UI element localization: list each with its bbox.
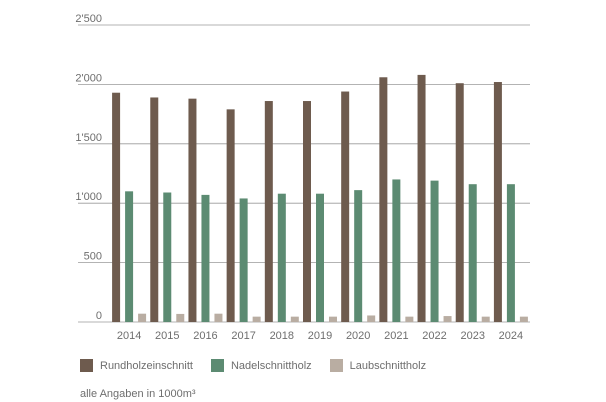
bar-nadelschnittholz-2019 xyxy=(316,193,324,322)
bar-rundholzeinschnitt-2016 xyxy=(188,98,197,322)
x-tick-label: 2022 xyxy=(422,330,446,342)
legend-label-nadelschnittholz: Nadelschnittholz xyxy=(230,359,312,372)
x-tick-label: 2020 xyxy=(346,330,370,342)
bar-laubschnittholz-2019 xyxy=(329,316,337,322)
bar-rundholzeinschnitt-2022 xyxy=(417,74,426,323)
legend-label-laubschnittholz: Laubschnittholz xyxy=(349,359,427,372)
bar-nadelschnittholz-2016 xyxy=(201,194,210,322)
bar-rundholzeinschnitt-2024 xyxy=(493,82,502,322)
bar-rundholzeinschnitt-2023 xyxy=(455,83,464,322)
x-tick-label: 2023 xyxy=(460,330,484,342)
bar-laubschnittholz-2015 xyxy=(176,313,185,322)
y-tick-label: 1'000 xyxy=(75,191,102,203)
y-tick-label: 500 xyxy=(84,251,102,263)
bar-laubschnittholz-2014 xyxy=(138,313,147,322)
bar-rundholzeinschnitt-2017 xyxy=(226,109,235,323)
bar-nadelschnittholz-2023 xyxy=(468,184,477,322)
bar-laubschnittholz-2018 xyxy=(290,316,299,322)
bar-rundholzeinschnitt-2019 xyxy=(303,101,311,322)
x-tick-label: 2015 xyxy=(155,330,179,342)
legend-swatch-nadelschnittholz xyxy=(210,359,224,372)
bar-laubschnittholz-2016 xyxy=(214,313,223,322)
bar-nadelschnittholz-2018 xyxy=(277,193,286,322)
x-tick-label: 2018 xyxy=(270,330,294,342)
y-tick-label: 2'500 xyxy=(75,13,102,25)
bar-nadelschnittholz-2020 xyxy=(354,190,363,322)
legend-swatch-rundholzeinschnitt xyxy=(80,359,93,372)
legend-item-rundholzeinschnitt: Rundholzeinschnitt xyxy=(80,359,193,372)
bar-rundholzeinschnitt-2018 xyxy=(264,101,273,322)
legend-item-laubschnittholz: Laubschnittholz xyxy=(329,359,427,372)
y-axis-ticks: 0 500 1'000 1'500 2'000 2'500 xyxy=(75,13,102,322)
bar-rundholzeinschnitt-2015 xyxy=(150,97,159,322)
bar-laubschnittholz-2017 xyxy=(252,316,261,322)
footnote: alle Angaben in 1000m³ xyxy=(80,388,196,400)
x-axis-ticks: 2014 2015 2016 2017 2018 2019 2020 2021 2022 2023… xyxy=(117,330,523,342)
bar-rundholzeinschnitt-2021 xyxy=(379,77,388,322)
x-tick-label: 2014 xyxy=(117,330,141,342)
legend-label-rundholzeinschnitt: Rundholzeinschnitt xyxy=(100,359,193,372)
bar-nadelschnittholz-2022 xyxy=(430,180,439,322)
bar-laubschnittholz-2022 xyxy=(443,316,452,322)
bar-nadelschnittholz-2024 xyxy=(506,184,515,322)
legend-swatch-laubschnittholz xyxy=(329,359,343,372)
y-tick-label: 2'000 xyxy=(75,72,102,84)
bar-laubschnittholz-2020 xyxy=(367,315,376,322)
bar-nadelschnittholz-2017 xyxy=(239,198,248,322)
x-tick-label: 2024 xyxy=(499,330,523,342)
bar-laubschnittholz-2023 xyxy=(481,316,490,322)
bar-laubschnittholz-2024 xyxy=(519,316,528,322)
x-tick-label: 2021 xyxy=(384,330,408,342)
bars xyxy=(112,74,528,323)
legend-item-nadelschnittholz: Nadelschnittholz xyxy=(210,359,312,372)
bar-nadelschnittholz-2014 xyxy=(125,191,134,322)
bar-laubschnittholz-2021 xyxy=(405,316,414,322)
y-tick-label: 1'500 xyxy=(75,132,102,144)
bar-nadelschnittholz-2021 xyxy=(392,179,401,322)
x-tick-label: 2016 xyxy=(193,330,217,342)
bar-nadelschnittholz-2015 xyxy=(163,192,172,322)
bar-rundholzeinschnitt-2020 xyxy=(341,91,350,322)
bar-rundholzeinschnitt-2014 xyxy=(112,92,121,322)
x-tick-label: 2017 xyxy=(231,330,255,342)
x-tick-label: 2019 xyxy=(308,330,332,342)
legend: Rundholzeinschnitt Nadelschnittholz Laub… xyxy=(80,359,444,372)
y-tick-label: 0 xyxy=(96,310,102,322)
